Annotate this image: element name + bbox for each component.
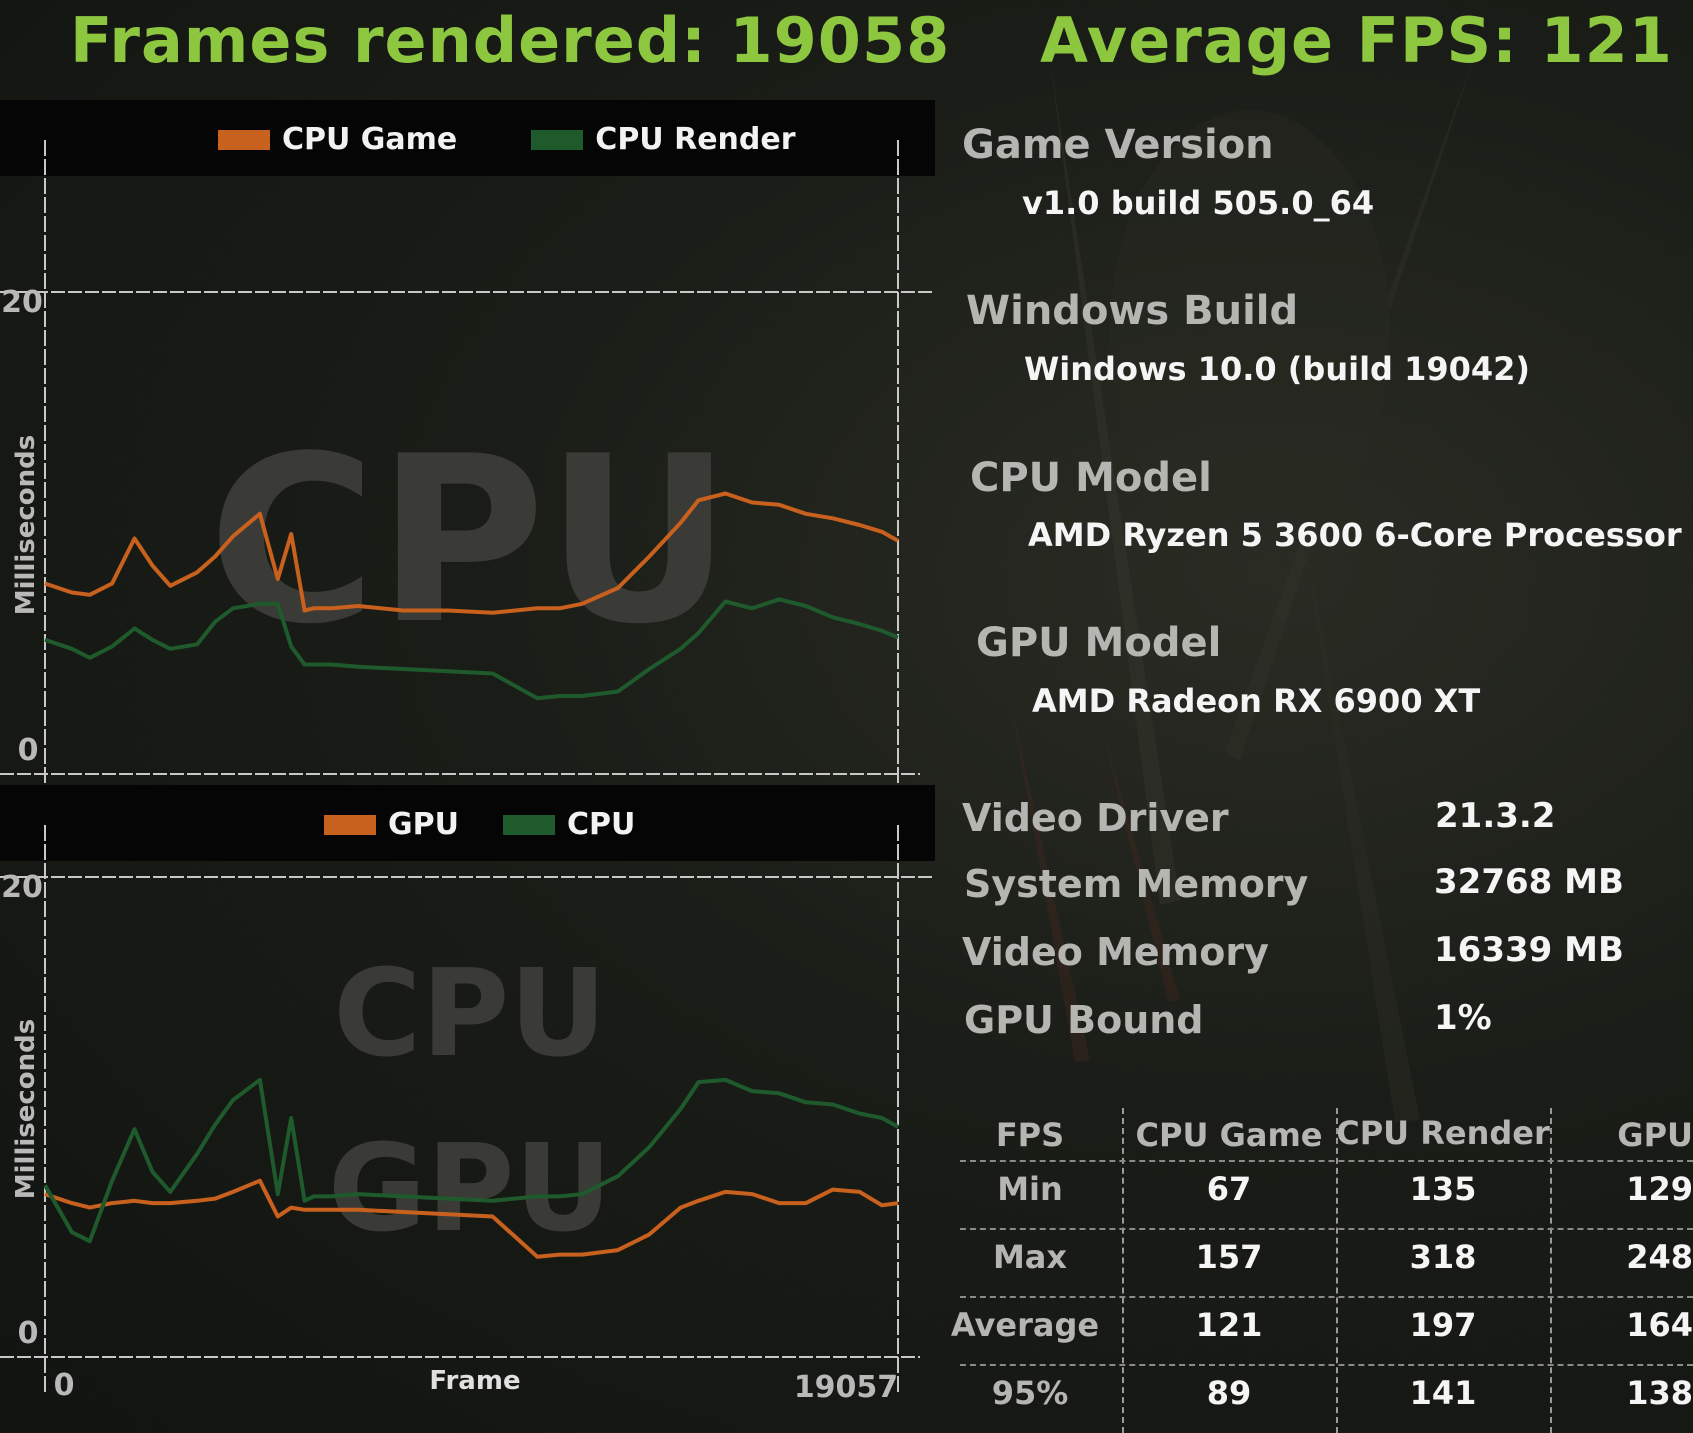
cpu-frametime-chart: CPU200Milliseconds019057Frame bbox=[0, 140, 935, 790]
table-cell: 164 bbox=[1626, 1306, 1693, 1344]
table-divider bbox=[960, 1364, 1693, 1366]
table-cell: 318 bbox=[1409, 1238, 1477, 1276]
video-memory-label: Video Memory bbox=[962, 930, 1269, 974]
table-cell: 89 bbox=[1206, 1374, 1252, 1412]
gpu-chart-panel: GPU CPU CPU GPU 20 0 Milliseconds 0 19057 Frame bbox=[0, 785, 935, 1425]
y-tick-label: 0 bbox=[18, 1316, 39, 1351]
table-divider bbox=[1550, 1108, 1552, 1433]
legend-swatch-gpu bbox=[324, 814, 376, 835]
table-cell: 121 bbox=[1195, 1306, 1263, 1344]
legend-swatch-cpu-game bbox=[218, 129, 270, 150]
gpu-bound-label: GPU Bound bbox=[964, 998, 1204, 1042]
table-header-fps: FPS bbox=[995, 1116, 1065, 1154]
windows-build-label: Windows Build bbox=[966, 288, 1299, 334]
gpu-chart-legend: GPU CPU bbox=[324, 807, 635, 842]
series-line-cpu-game bbox=[44, 491, 899, 615]
gpu-model-label: GPU Model bbox=[976, 620, 1222, 666]
system-memory-value: 32768 MB bbox=[1434, 862, 1624, 902]
video-driver-label: Video Driver bbox=[962, 796, 1229, 840]
legend-swatch-cpu-render bbox=[531, 129, 584, 150]
table-cell: 141 bbox=[1409, 1374, 1477, 1412]
gpu-model-value: AMD Radeon RX 6900 XT bbox=[1032, 682, 1481, 720]
table-header-cpu-game: CPU Game bbox=[1135, 1116, 1323, 1154]
y-axis-label: Milliseconds bbox=[11, 435, 41, 616]
table-divider bbox=[1122, 1108, 1124, 1433]
table-cell: 157 bbox=[1195, 1238, 1263, 1276]
video-driver-value: 21.3.2 bbox=[1435, 796, 1556, 836]
y-tick-label: 20 bbox=[1, 285, 43, 320]
table-cell: 67 bbox=[1206, 1170, 1252, 1208]
average-fps-title: Average FPS: 121 bbox=[1040, 4, 1673, 77]
system-memory-label: System Memory bbox=[964, 862, 1309, 906]
y-axis-label: Milliseconds bbox=[11, 1019, 41, 1200]
game-version-value: v1.0 build 505.0_64 bbox=[1022, 184, 1375, 222]
chart-watermark: CPU bbox=[333, 945, 606, 1084]
game-version-label: Game Version bbox=[962, 122, 1274, 168]
series-line-cpu-render bbox=[44, 597, 899, 701]
x-tick-label: 19057 bbox=[794, 1370, 898, 1405]
cpu-chart-legend: CPU Game CPU Render bbox=[218, 122, 796, 157]
video-memory-value: 16339 MB bbox=[1434, 930, 1624, 970]
table-cell: 129 bbox=[1626, 1170, 1693, 1208]
series-line-cpu bbox=[43, 1077, 899, 1244]
gpu-frametime-chart: CPU GPU 20 0 Milliseconds 0 19057 Frame bbox=[0, 825, 935, 1405]
y-tick-label: 0 bbox=[18, 733, 39, 768]
gpu-bound-value: 1% bbox=[1434, 998, 1492, 1038]
windows-build-value: Windows 10.0 (build 19042) bbox=[1024, 350, 1531, 388]
legend-label-cpu-render: CPU Render bbox=[595, 122, 796, 157]
table-row-label-95: 95% bbox=[991, 1374, 1069, 1412]
table-divider bbox=[1336, 1108, 1338, 1433]
table-divider bbox=[960, 1228, 1693, 1230]
cpu-chart-legend-bar: CPU Game CPU Render bbox=[0, 100, 935, 176]
series-line-gpu bbox=[44, 1178, 899, 1259]
table-row-label-min: Min bbox=[997, 1170, 1063, 1208]
table-header-gpu: GPU bbox=[1617, 1116, 1693, 1154]
table-row-label-max: Max bbox=[992, 1238, 1068, 1276]
cpu-model-label: CPU Model bbox=[970, 455, 1212, 501]
chart-watermark: GPU bbox=[328, 1120, 612, 1259]
cpu-model-value: AMD Ryzen 5 3600 6-Core Processor bbox=[1028, 516, 1682, 554]
table-cell: 138 bbox=[1626, 1374, 1693, 1412]
chart-watermark: CPU bbox=[208, 408, 732, 675]
y-tick-label: 20 bbox=[1, 870, 43, 905]
x-axis-label: Frame bbox=[429, 1366, 520, 1396]
table-cell: 197 bbox=[1409, 1306, 1477, 1344]
legend-label-cpu: CPU bbox=[566, 807, 636, 842]
fps-table: FPS CPU Game CPU Render GPU Min 67 135 1… bbox=[951, 1108, 1693, 1433]
table-divider bbox=[960, 1296, 1693, 1298]
table-header-cpu-render: CPU Render bbox=[1336, 1114, 1550, 1152]
legend-swatch-cpu bbox=[502, 814, 555, 835]
table-row-label-average: Average bbox=[950, 1306, 1100, 1344]
frames-rendered-title: Frames rendered: 19058 bbox=[70, 4, 951, 77]
cpu-chart-panel: CPU Game CPU Render CPU200Milliseconds01… bbox=[0, 100, 935, 790]
gpu-chart-legend-bar: GPU CPU bbox=[0, 785, 935, 861]
x-tick-label: 0 bbox=[54, 1368, 75, 1403]
legend-label-gpu: GPU bbox=[388, 807, 459, 842]
table-divider bbox=[960, 1160, 1693, 1162]
legend-label-cpu-game: CPU Game bbox=[282, 122, 458, 157]
table-cell: 135 bbox=[1409, 1170, 1477, 1208]
table-cell: 248 bbox=[1626, 1238, 1693, 1276]
